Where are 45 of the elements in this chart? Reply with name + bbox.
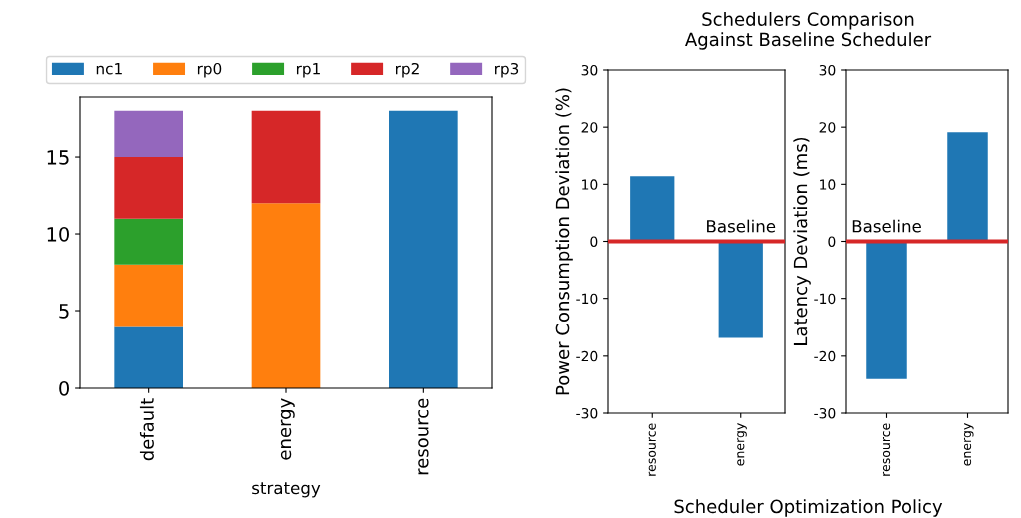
bar: [114, 326, 183, 388]
bar: [251, 203, 321, 388]
y-tick-label: 0: [828, 236, 836, 247]
bar: [114, 157, 183, 219]
y-tick-label: -20: [576, 350, 598, 362]
legend-label: rp0: [197, 62, 222, 78]
y-axis-title: Power Consumption Deviation (%): [555, 88, 573, 395]
x-tick-label: energy: [737, 423, 747, 466]
x-axis-title: strategy: [252, 482, 321, 498]
y-tick-label: -30: [576, 407, 598, 419]
x-tick-label: energy: [963, 423, 974, 466]
y-tick-label: 20: [819, 122, 836, 133]
x-tick-label: resource: [648, 423, 656, 476]
y-tick-label: 0: [59, 380, 69, 396]
y-tick-label: 30: [581, 64, 598, 76]
legend-label: rp1: [296, 63, 320, 78]
y-tick-label: 10: [820, 179, 836, 190]
x-tick-label: resource: [882, 423, 891, 476]
x-tick-label: default: [139, 398, 154, 461]
y-tick-label: -10: [814, 293, 836, 305]
x-tick-label: resource: [418, 398, 429, 475]
y-tick-label: 10: [47, 226, 69, 242]
chart-title: Schedulers Comparison Against Baseline Scheduler: [685, 12, 932, 50]
ref-line-label: Baseline: [707, 219, 776, 233]
y-tick-label: 10: [582, 179, 598, 190]
y-tick-label: 5: [59, 304, 69, 319]
x-axis-title: Scheduler Optimization Policy: [674, 499, 943, 517]
y-tick-label: -10: [576, 293, 598, 305]
bar: [114, 218, 183, 265]
legend-label: rp3: [495, 62, 519, 78]
bar: [114, 264, 183, 327]
y-tick-label: -20: [814, 350, 836, 362]
bar: [114, 110, 183, 158]
ref-line-label: Baseline: [852, 219, 921, 233]
y-tick-label: 15: [47, 150, 69, 165]
y-tick-label: 20: [581, 122, 598, 133]
bar: [251, 110, 321, 204]
y-tick-label: 0: [590, 236, 598, 247]
y-axis-title: Latency Deviation (ms): [793, 137, 811, 345]
legend-label: nc1: [96, 63, 122, 75]
bar: [389, 110, 458, 388]
y-tick-label: -30: [814, 407, 836, 419]
x-tick-label: energy: [280, 398, 295, 460]
y-tick-label: 30: [819, 64, 836, 76]
legend-label: rp2: [396, 62, 419, 78]
